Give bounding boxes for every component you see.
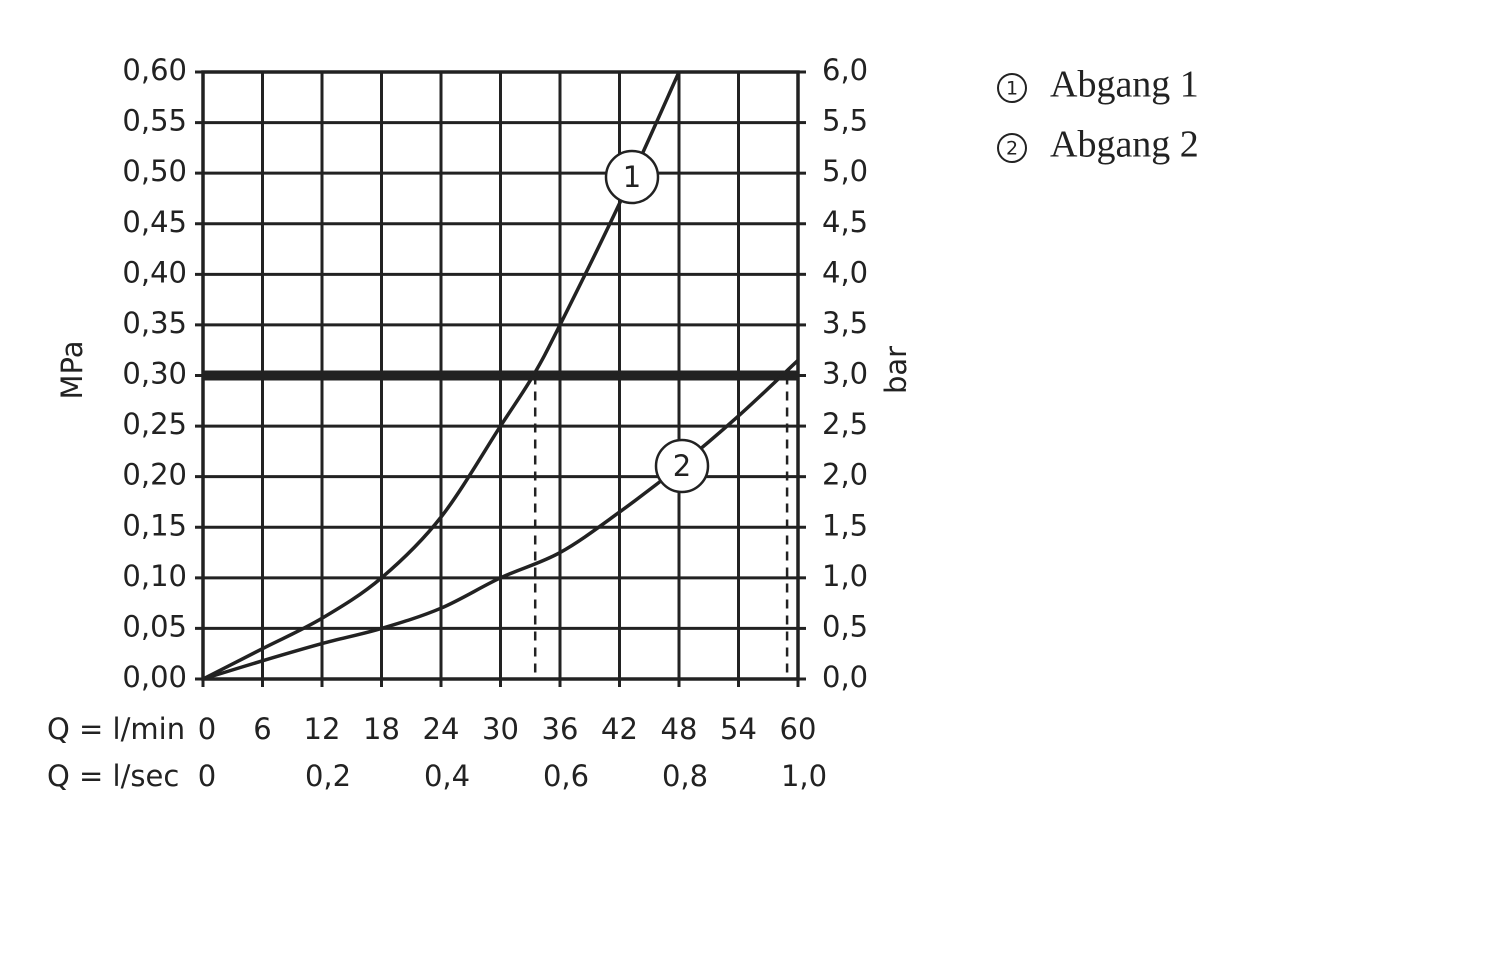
y2-tick-label: 3,0 [822,357,868,391]
x-tick-label: 42 [601,712,638,746]
x2-tick-label: 1,0 [781,759,827,793]
x2-tick-label: 0,2 [305,759,351,793]
y-tick-label: 0,35 [122,306,187,340]
legend-label: Abgang 1 [1050,64,1199,106]
y-tick-label: 0,20 [122,458,187,492]
y-tick-label: 0,25 [122,407,187,441]
x-tick-label: 18 [363,712,400,746]
y-tick-label: 0,40 [122,255,187,289]
y2-tick-label: 2,5 [822,407,868,441]
x-tick-label: 54 [720,712,757,746]
y-tick-label: 0,50 [122,154,187,188]
curve-label: 1 [623,160,641,194]
x-tick-label: 6 [253,712,271,746]
y2-tick-label: 6,0 [822,53,868,87]
y2-tick-label: 0,0 [822,660,868,694]
series-line [202,359,800,681]
y2-tick-label: 5,0 [822,154,868,188]
y-tick-label: 0,55 [122,104,187,138]
legend-marker-label: 2 [1006,138,1018,160]
y-tick-label: 0,10 [122,559,187,593]
y2-tick-label: 1,0 [822,559,868,593]
x2-axis-label: Q = l/sec [47,759,179,793]
x-tick-label: 12 [304,712,341,746]
x-tick-label: 30 [482,712,519,746]
x2-tick-label: 0,4 [424,759,470,793]
legend-marker [997,133,1027,163]
legend-marker-label: 1 [1006,78,1018,100]
y-tick-label: 0,15 [122,508,187,542]
x-tick-label: 48 [661,712,698,746]
y2-tick-label: 3,5 [822,306,868,340]
y2-tick-label: 0,5 [822,609,868,643]
x-axis-label: Q = l/min [47,712,185,746]
curve-label-circle [654,438,710,494]
y2-tick-label: 1,5 [822,508,868,542]
legend-marker [997,73,1027,103]
x-tick-label: 24 [423,712,460,746]
legend-label: Abgang 2 [1050,124,1199,166]
x2-tick-label: 0,6 [543,759,589,793]
x-tick-label: 60 [780,712,817,746]
curve-label: 2 [673,449,691,483]
series-line [202,71,681,681]
y-axis-label: MPa [55,341,89,400]
x2-tick-label: 0 [198,759,216,793]
y-tick-label: 0,60 [122,53,187,87]
x-tick-label: 0 [198,712,216,746]
y-tick-label: 0,30 [122,357,187,391]
y2-tick-label: 4,0 [822,255,868,289]
y2-tick-label: 4,5 [822,205,868,239]
y-tick-label: 0,05 [122,609,187,643]
x-tick-label: 36 [542,712,579,746]
y-tick-label: 0,00 [122,660,187,694]
x2-tick-label: 0,8 [662,759,708,793]
curve-label-circle [604,149,660,205]
y2-axis-label: bar [879,346,913,394]
y-tick-label: 0,45 [122,205,187,239]
y2-tick-label: 5,5 [822,104,868,138]
y2-tick-label: 2,0 [822,458,868,492]
